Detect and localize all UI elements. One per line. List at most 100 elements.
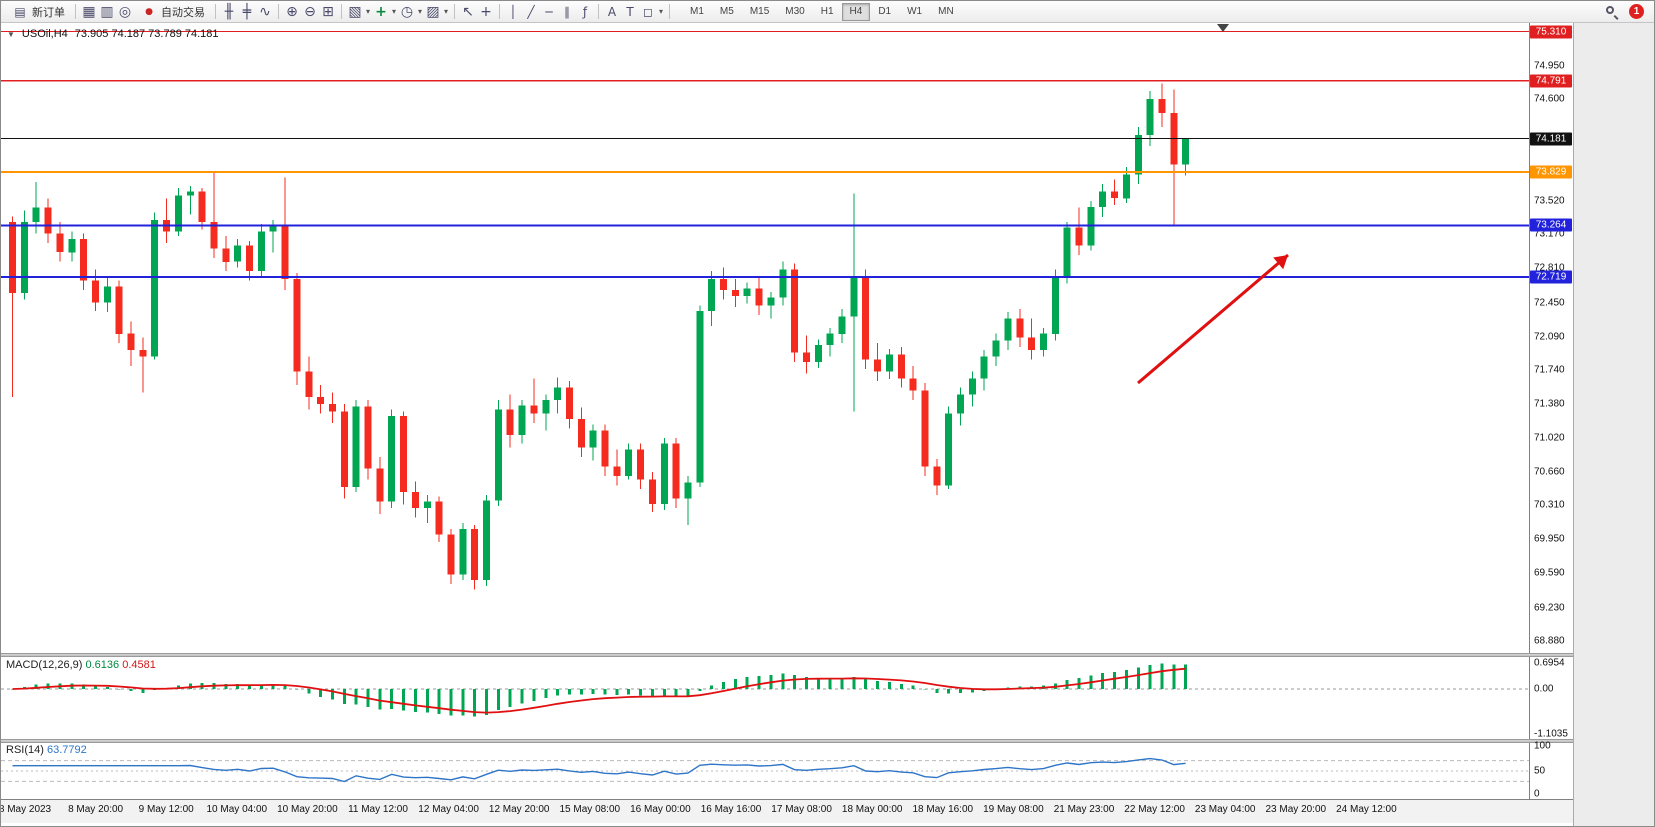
toolbar-separator: [499, 4, 500, 19]
text-tool-icon[interactable]: A: [607, 4, 617, 19]
macd-signal-line: [12, 667, 1186, 714]
macd-scale-label: -1.1035: [1534, 728, 1568, 740]
macd-signal-value: 0.4581: [122, 659, 156, 671]
new-order-label: 新订单: [32, 6, 65, 19]
shapes-caret-icon[interactable]: ▾: [658, 7, 663, 16]
time-axis-label: 17 May 08:00: [771, 804, 832, 815]
text-label-tool-icon[interactable]: T: [626, 4, 634, 19]
crosshair-icon[interactable]: +: [480, 3, 492, 20]
chart-shift-marker[interactable]: [1217, 24, 1229, 32]
cursor-icon[interactable]: ↖: [462, 3, 474, 20]
chart-symbol-label: USOil,H4: [21, 28, 68, 40]
timeframe-button-h1[interactable]: H1: [820, 6, 834, 17]
time-axis: [1, 799, 1573, 823]
channel-tool-icon[interactable]: ∥: [564, 4, 570, 19]
price-scale-label: 72.450: [1534, 297, 1565, 308]
auto-trading-icon: ●: [145, 6, 153, 17]
time-axis-label: 10 May 20:00: [277, 804, 338, 815]
horizontal-line-tool-icon[interactable]: ─: [545, 4, 553, 19]
macd-pane-resizer[interactable]: [1, 653, 1573, 657]
time-axis-label: 23 May 20:00: [1265, 804, 1327, 815]
macd-scale-label: 0.00: [1534, 683, 1554, 695]
trendline-tool-icon[interactable]: ╱: [527, 4, 535, 19]
data-window-icon[interactable]: ▥: [100, 3, 114, 20]
navigator-icon[interactable]: ◎: [118, 3, 132, 20]
tile-windows-icon[interactable]: ⊞: [322, 3, 334, 20]
time-axis-label: 21 May 23:00: [1053, 804, 1115, 815]
candlestick-icon[interactable]: ╪: [242, 3, 252, 20]
indicators-icon[interactable]: +: [375, 3, 387, 20]
trend-arrow[interactable]: [1137, 253, 1289, 385]
timeframe-button-h4[interactable]: H4: [841, 2, 871, 21]
price-tag-75.310: 75.310: [1530, 25, 1572, 38]
rsi-pane-resizer[interactable]: [1, 739, 1573, 743]
price-tag-74.181: 74.181: [1530, 132, 1572, 145]
price-scale-label: 69.230: [1534, 602, 1565, 613]
time-axis-label: 9 May 12:00: [138, 804, 194, 815]
toolbar-separator: [75, 4, 76, 19]
zoom-out-icon[interactable]: ⊖: [304, 3, 316, 20]
price-scale-label: 70.310: [1534, 499, 1565, 511]
time-axis-label: 19 May 08:00: [983, 804, 1044, 815]
price-scale-label: 71.380: [1534, 398, 1565, 410]
search-icon[interactable]: [1603, 3, 1621, 21]
toolbar-separator: [278, 4, 279, 19]
new-chart-caret-icon[interactable]: ▾: [365, 7, 370, 16]
price-scale-label: 71.020: [1534, 432, 1565, 444]
zoom-in-icon[interactable]: ⊕: [286, 3, 298, 20]
price-scale-label: 73.170: [1534, 228, 1565, 240]
price-tag-72.719: 72.719: [1530, 270, 1572, 284]
indicators-caret-icon[interactable]: ▾: [391, 7, 396, 16]
toolbar-separator: [669, 4, 670, 19]
new-order-icon: ▤: [14, 4, 26, 19]
periods-caret-icon[interactable]: ▾: [417, 7, 422, 16]
macd-histogram: [11, 663, 1188, 717]
auto-trading-label: 自动交易: [161, 6, 205, 19]
macd-main-value: 0.6136: [85, 659, 120, 671]
time-axis-label: 18 May 16:00: [912, 804, 974, 815]
timeframe-button-m15[interactable]: M15: [749, 6, 770, 17]
templates-icon[interactable]: ▨: [426, 3, 440, 20]
timeframe-button-mn[interactable]: MN: [938, 6, 954, 17]
timeframe-button-m5[interactable]: M5: [719, 6, 734, 17]
timeframe-button-m1[interactable]: M1: [690, 6, 704, 17]
rsi-name: RSI(14): [6, 744, 44, 756]
timeframe-button-m30[interactable]: M30: [785, 6, 805, 17]
collapse-triangle-icon[interactable]: ▼: [7, 29, 15, 39]
time-axis-label: 10 May 04:00: [206, 804, 268, 815]
rsi-scale-label: 50: [1534, 765, 1546, 777]
periods-icon[interactable]: ◷: [400, 3, 414, 20]
time-axis-label: 16 May 16:00: [700, 804, 762, 815]
timeframe-button-w1[interactable]: W1: [907, 6, 923, 17]
time-axis-label: 16 May 00:00: [630, 804, 691, 815]
time-axis-label: 18 May 00:00: [841, 804, 903, 815]
chart-ohlc-values: 73.905 74.187 73.789 74.181: [74, 28, 219, 40]
fibonacci-tool-icon[interactable]: ƒ: [582, 4, 588, 19]
candles-layer: [9, 83, 1190, 590]
notification-badge[interactable]: 1: [1629, 4, 1644, 19]
time-axis-label: 23 May 04:00: [1194, 804, 1256, 815]
chart-title: ▼ USOil,H4 73.905 74.187 73.789 74.181: [7, 28, 219, 40]
rsi-value: 63.7792: [46, 744, 87, 756]
toolbar-separator: [454, 4, 455, 19]
price-scale-label: 73.520: [1534, 195, 1565, 207]
auto-trading-button[interactable]: ● 自动交易: [134, 2, 211, 21]
new-chart-icon[interactable]: ▧: [348, 3, 362, 20]
new-order-button[interactable]: ▤ 新订单: [5, 2, 71, 21]
price-scale-border: [1529, 23, 1530, 799]
templates-caret-icon[interactable]: ▾: [443, 7, 448, 16]
macd-name: MACD(12,26,9): [6, 659, 83, 671]
bar-chart-icon[interactable]: ╫: [224, 3, 234, 20]
market-watch-icon[interactable]: ▦: [82, 3, 96, 20]
rsi-label: RSI(14) 63.7792: [6, 744, 87, 756]
time-axis-label: 8 May 2023: [0, 804, 52, 815]
price-scale-label: 74.950: [1534, 60, 1565, 72]
timeframe-button-d1[interactable]: D1: [878, 6, 892, 17]
rsi-scale-label: 0: [1534, 788, 1540, 800]
shapes-tool-icon[interactable]: ◻: [643, 4, 653, 19]
vertical-line-tool-icon[interactable]: │: [509, 4, 517, 19]
line-chart-icon[interactable]: ∿: [259, 3, 271, 20]
price-scale-label: 68.880: [1534, 635, 1565, 647]
price-scale-label: 71.740: [1534, 364, 1565, 376]
